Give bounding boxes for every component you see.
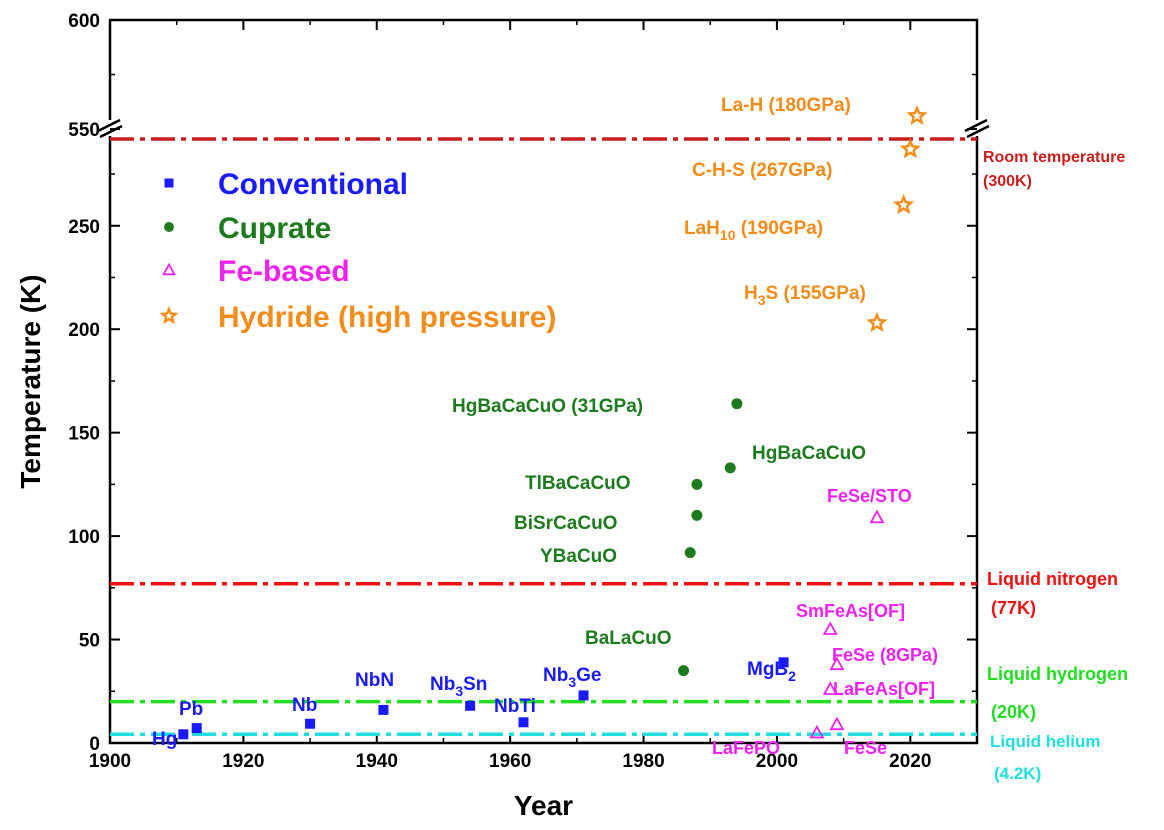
cuprate-marker-ybacuo bbox=[684, 547, 696, 559]
conventional-marker-mgb bbox=[778, 657, 789, 668]
conventional-marker-nbsn bbox=[465, 700, 476, 711]
reference-label-liquid-nitrogen: Liquid nitrogen bbox=[987, 569, 1118, 589]
reference-label-room-temperature: Room temperature bbox=[983, 149, 1125, 166]
axis-break-mark bbox=[99, 124, 123, 139]
fe-based-label-smfeas-of: SmFeAs[OF] bbox=[796, 601, 905, 621]
fe-based-marker-fese-8gpa bbox=[829, 656, 845, 671]
legend-label-hydride-high-pressure: Hydride (high pressure) bbox=[218, 301, 556, 334]
legend-label-conventional: Conventional bbox=[218, 168, 408, 201]
reference-label-liquid-hydrogen: Liquid hydrogen bbox=[987, 664, 1128, 684]
legend-marker-fe-based bbox=[162, 262, 176, 276]
fe-based-label-lafeas-of: LaFeAs[OF] bbox=[833, 679, 935, 699]
legend-marker-conventional bbox=[164, 178, 174, 188]
axis-break-gap bbox=[965, 120, 989, 136]
cuprate-marker-balacuo bbox=[678, 665, 690, 677]
axis-break-mark bbox=[97, 118, 121, 133]
cuprate-marker-hgbacacuo-31gpa bbox=[731, 398, 743, 410]
legend-label-fe-based: Fe-based bbox=[218, 255, 350, 288]
y-tick-label-600: 600 bbox=[68, 11, 100, 32]
conventional-label-nbsn: Nb3Sn bbox=[430, 674, 487, 699]
hydride-high-pressure-label-la-h-180gpa: La-H (180GPa) bbox=[721, 95, 851, 116]
conventional-label-nbn: NbN bbox=[355, 670, 394, 691]
conventional-label-hg: Hg bbox=[152, 729, 177, 750]
fe-based-marker-lafepo bbox=[809, 724, 825, 739]
x-tick-label-2020: 2020 bbox=[889, 751, 931, 772]
plot-frame bbox=[108, 18, 979, 745]
y-tick-label-200: 200 bbox=[68, 320, 100, 341]
y-axis-title: Temperature (K) bbox=[15, 274, 46, 488]
conventional-marker-nbn bbox=[378, 704, 389, 715]
axis-break-gap bbox=[98, 120, 122, 136]
hydride-high-pressure-label-lah-190gpa: LaH10 (190GPa) bbox=[684, 218, 823, 243]
fe-based-marker-smfeas-of bbox=[822, 621, 838, 635]
hydride-high-pressure-label-hs-155gpa: H3S (155GPa) bbox=[744, 283, 866, 308]
reference-label-liquid-hydrogen: (20K) bbox=[991, 702, 1036, 722]
x-tick-label-1900: 1900 bbox=[89, 751, 131, 772]
hydride-high-pressure-marker-lah-190gpa bbox=[893, 194, 915, 214]
reference-label-liquid-nitrogen: (77K) bbox=[991, 598, 1036, 618]
y-tick-label-250: 250 bbox=[68, 217, 100, 238]
conventional-marker-nbti bbox=[518, 717, 529, 728]
conventional-label-pb: Pb bbox=[179, 699, 203, 720]
reference-label-room-temperature: (300K) bbox=[983, 173, 1032, 190]
fe-based-marker-fese bbox=[829, 716, 845, 731]
fe-based-label-lafepo: LaFePO bbox=[712, 738, 780, 758]
cuprate-marker-hgbacacuo bbox=[724, 462, 736, 474]
x-tick-label-1960: 1960 bbox=[489, 751, 531, 772]
fe-based-label-fese: FeSe bbox=[844, 738, 887, 758]
x-tick-label-1920: 1920 bbox=[222, 751, 264, 772]
conventional-marker-nb bbox=[305, 718, 316, 729]
y-tick-label-550: 550 bbox=[68, 120, 100, 141]
conventional-label-nbge: Nb3Ge bbox=[543, 665, 601, 690]
hydride-high-pressure-marker-la-h-180gpa bbox=[906, 104, 928, 126]
cuprate-marker-tlbacacuo bbox=[691, 478, 703, 490]
axis-break-mark bbox=[966, 124, 990, 139]
cuprate-label-ybacuo: YBaCuO bbox=[540, 546, 617, 567]
legend-marker-hydride-high-pressure bbox=[159, 306, 179, 324]
cuprate-label-balacuo: BaLaCuO bbox=[585, 628, 672, 649]
fe-based-label-fese-sto: FeSe/STO bbox=[827, 486, 912, 506]
conventional-label-mgb: MgB2 bbox=[747, 659, 796, 684]
cuprate-label-hgbacacuo: HgBaCaCuO bbox=[752, 443, 866, 464]
x-axis-title: Year bbox=[514, 790, 573, 821]
fe-based-marker-fese-sto bbox=[869, 509, 885, 524]
y-tick-label-100: 100 bbox=[68, 527, 100, 548]
cuprate-marker-bisrcacuo bbox=[691, 509, 703, 521]
y-tick-label-0: 0 bbox=[89, 734, 100, 755]
conventional-marker-hg bbox=[178, 729, 189, 740]
x-tick-label-1980: 1980 bbox=[622, 751, 664, 772]
hydride-high-pressure-marker-hs-155gpa bbox=[866, 311, 888, 333]
fe-based-marker-lafeas-of bbox=[822, 681, 838, 695]
conventional-marker-pb bbox=[191, 723, 202, 734]
conventional-marker-nbge bbox=[578, 690, 589, 701]
y-tick-label-50: 50 bbox=[79, 631, 100, 652]
legend-marker-cuprate bbox=[164, 222, 174, 232]
reference-label-liquid-helium: (4.2K) bbox=[994, 764, 1041, 783]
fe-based-label-fese-8gpa: FeSe (8GPa) bbox=[832, 645, 938, 665]
hydride-high-pressure-label-c-h-s-267gpa: C-H-S (267GPa) bbox=[692, 160, 832, 181]
conventional-label-nb: Nb bbox=[292, 695, 317, 716]
cuprate-label-hgbacacuo-31gpa: HgBaCaCuO (31GPa) bbox=[452, 396, 643, 417]
conventional-label-nbti: NbTi bbox=[494, 696, 536, 717]
cuprate-label-bisrcacuo: BiSrCaCuO bbox=[514, 513, 617, 534]
y-tick-label-150: 150 bbox=[68, 424, 100, 445]
legend-label-cuprate: Cuprate bbox=[218, 212, 331, 245]
x-tick-label-1940: 1940 bbox=[356, 751, 398, 772]
x-tick-label-2000: 2000 bbox=[756, 751, 798, 772]
reference-label-liquid-helium: Liquid helium bbox=[990, 732, 1101, 751]
cuprate-label-tlbacacuo: TlBaCaCuO bbox=[525, 473, 631, 494]
hydride-high-pressure-marker-c-h-s-267gpa bbox=[899, 138, 921, 159]
